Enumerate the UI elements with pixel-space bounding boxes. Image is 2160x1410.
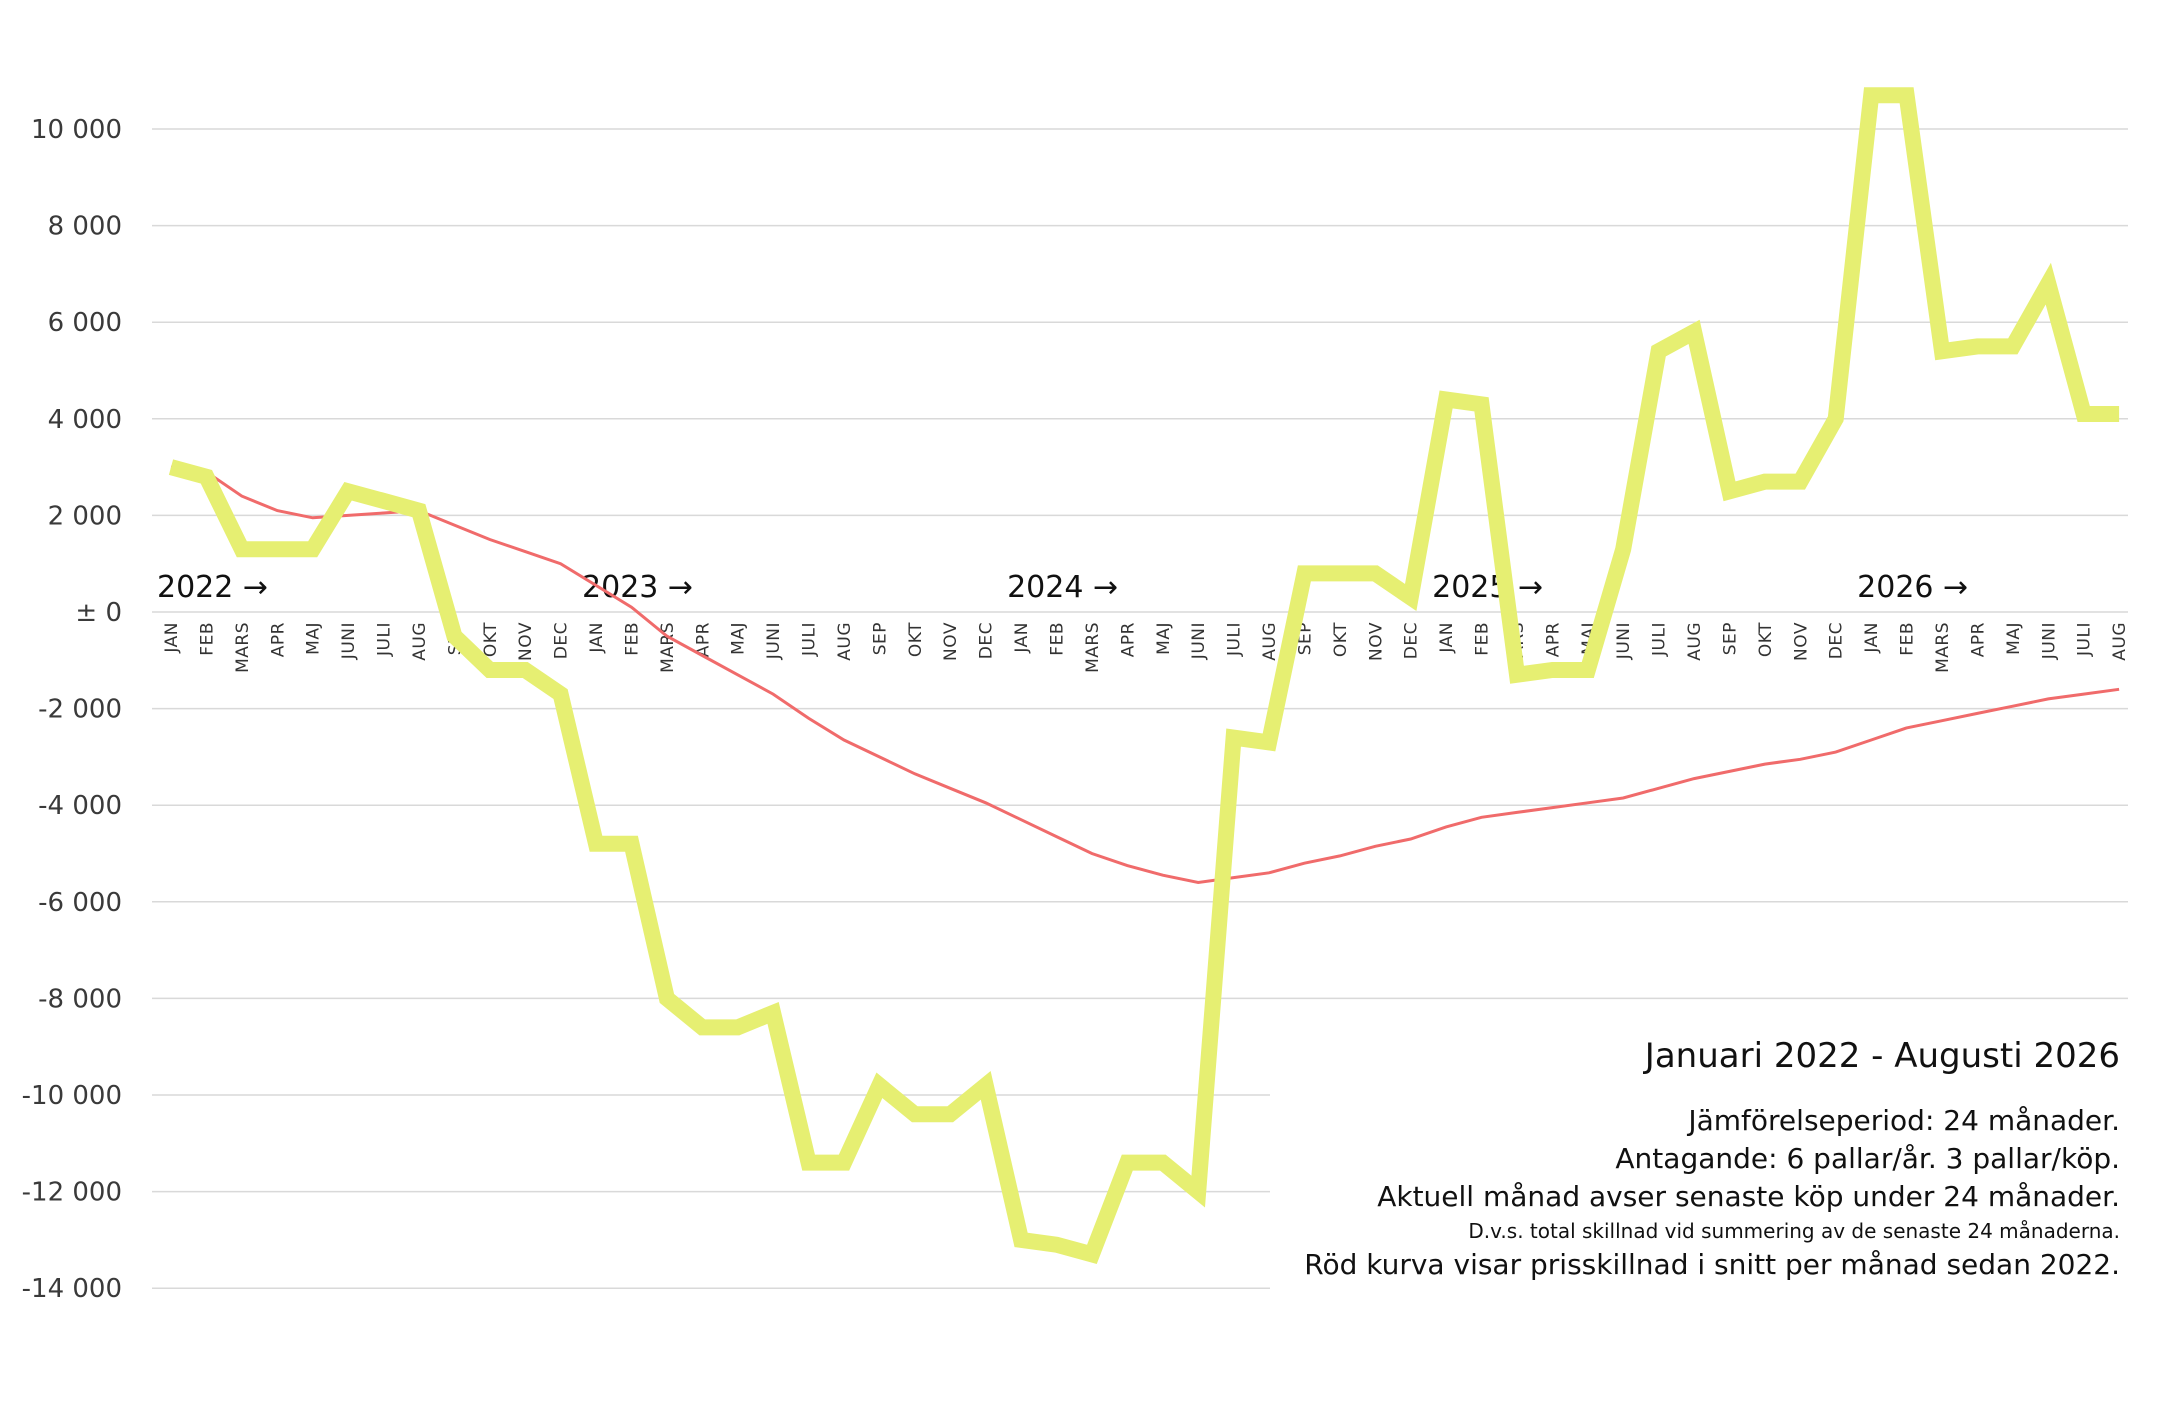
y-tick-label: 10 000 (31, 115, 122, 145)
x-tick-label: MAJ (304, 622, 324, 655)
x-tick-label: MARS (233, 622, 253, 673)
x-tick-label: APR (1543, 622, 1563, 657)
x-tick-label: AUG (410, 622, 430, 661)
x-tick-label: JULI (375, 622, 395, 657)
x-tick-label: MARS (1083, 622, 1103, 673)
year-labels: 2022 → 2023 → 2024 → 2025 → 2026 → (157, 570, 1968, 605)
x-tick-label: JUNI (1189, 622, 1209, 660)
x-tick-label: JAN (162, 622, 182, 654)
x-tick-label: OKT (481, 622, 501, 657)
y-tick-label: -12 000 (22, 1178, 122, 1208)
x-tick-label: DEC (1402, 622, 1422, 659)
x-tick-label: JULI (1650, 622, 1670, 657)
chart-title: Januari 2022 - Augusti 2026 (1644, 1036, 2120, 1076)
x-tick-label: JAN (1437, 622, 1457, 654)
y-tick-label: -8 000 (38, 984, 122, 1014)
x-tick-label: APR (693, 622, 713, 657)
x-tick-label: MAJ (2004, 622, 2024, 655)
note-assumption: Antagande: 6 pallar/år. 3 pallar/köp. (1615, 1142, 2120, 1175)
note-red-curve: Röd kurva visar prisskillnad i snitt per… (1304, 1248, 2120, 1281)
x-tick-label: FEB (1473, 622, 1493, 656)
grid-lines (152, 128, 2128, 1289)
x-tick-label: JUNI (1614, 622, 1634, 660)
x-tick-label: JUNI (2039, 622, 2059, 660)
y-tick-label: -6 000 (38, 888, 122, 918)
note-total-difference: D.v.s. total skillnad vid summering av d… (1468, 1219, 2120, 1243)
x-tick-label: JULI (1225, 622, 1245, 657)
x-tick-label: JUNI (339, 622, 359, 660)
note-current-month: Aktuell månad avser senaste köp under 24… (1377, 1180, 2120, 1213)
x-tick-label: MARS (1933, 622, 1953, 673)
x-tick-label: NOV (516, 622, 536, 661)
x-tick-label: NOV (941, 622, 961, 661)
y-tick-label: ± 0 (75, 598, 122, 628)
x-tick-label: DEC (1827, 622, 1847, 659)
year-label: 2024 → (1007, 570, 1118, 605)
x-tick-label: NOV (1791, 622, 1811, 661)
y-tick-label: -10 000 (22, 1081, 122, 1111)
series-line-yellow (168, 87, 2120, 1265)
chart-notes: Januari 2022 - Augusti 2026 Jämförelsepe… (1304, 1036, 2120, 1284)
x-tick-label: JUNI (764, 622, 784, 660)
y-tick-label: 2 000 (48, 501, 122, 531)
x-tick-label: APR (268, 622, 288, 657)
x-tick-label: MAJ (1154, 622, 1174, 655)
x-tick-label: AUG (835, 622, 855, 661)
x-tick-label: FEB (1048, 622, 1068, 656)
y-tick-label: -2 000 (38, 695, 122, 725)
x-tick-label: SEP (1720, 622, 1740, 655)
year-label: 2022 → (157, 570, 268, 605)
x-tick-label: OKT (1756, 622, 1776, 657)
y-tick-label: 4 000 (48, 405, 122, 435)
x-tick-label: AUG (1260, 622, 1280, 661)
x-tick-label: MAJ (729, 622, 749, 655)
y-tick-label: -4 000 (38, 791, 122, 821)
x-tick-label: FEB (622, 622, 642, 656)
year-label: 2025 → (1432, 570, 1543, 605)
x-tick-label: OKT (1331, 622, 1351, 657)
y-tick-label: 6 000 (48, 308, 122, 338)
y-axis-ticks: 10 000 8 000 6 000 4 000 2 000 ± 0 -2 000 -4 00… (22, 115, 122, 1304)
x-tick-label: APR (1968, 622, 1988, 657)
y-tick-label: 8 000 (48, 212, 122, 242)
x-tick-label: JAN (1862, 622, 1882, 654)
x-tick-label: FEB (197, 622, 217, 656)
x-tick-label: APR (1118, 622, 1138, 657)
x-tick-label: OKT (906, 622, 926, 657)
x-tick-label: SEP (870, 622, 890, 655)
note-period: Jämförelseperiod: 24 månader. (1688, 1104, 2120, 1137)
x-tick-label: AUG (2110, 622, 2130, 661)
x-tick-label: AUG (1685, 622, 1705, 661)
year-label: 2026 → (1857, 570, 1968, 605)
x-tick-label: DEC (552, 622, 572, 659)
x-tick-label: JULI (2075, 622, 2095, 657)
x-tick-label: JULI (800, 622, 820, 657)
x-tick-label: JAN (1012, 622, 1032, 654)
x-tick-label: NOV (1366, 622, 1386, 661)
series-lines (168, 87, 2120, 1265)
x-tick-label: DEC (977, 622, 997, 659)
x-tick-label: FEB (1898, 622, 1918, 656)
x-tick-label: JAN (587, 622, 607, 654)
series-line-red (170, 465, 2120, 885)
y-tick-label: -14 000 (22, 1274, 122, 1304)
